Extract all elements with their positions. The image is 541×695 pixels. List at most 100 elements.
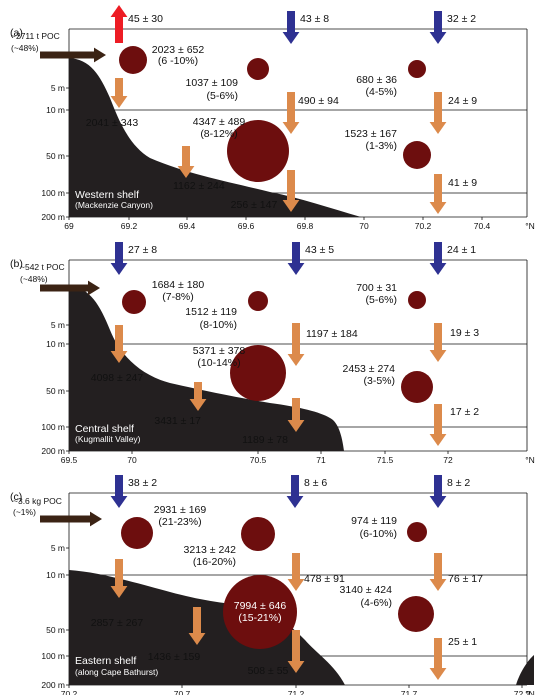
export-flux-arrow — [429, 638, 447, 680]
shelf-subtitle: (Mackenzie Canyon) — [75, 200, 153, 210]
latitude-tick-label: 70.2 — [61, 689, 78, 695]
depth-label: 5 m — [51, 320, 65, 330]
depth-label: 200 m — [41, 680, 65, 690]
export-flux-label: 3431 ± 17 — [154, 415, 201, 427]
panel-label: (b) — [10, 258, 23, 270]
latitude-tick-label: 70.7 — [174, 689, 191, 695]
latitude-tick-label: 71.2 — [288, 689, 305, 695]
stock-percent-label: (6 -10%) — [158, 55, 198, 67]
depth-label: 100 m — [41, 188, 65, 198]
poc-input-arrow — [40, 47, 106, 63]
poc-stock-circle — [403, 141, 431, 169]
export-flux-label: 25 ± 1 — [448, 636, 477, 648]
downward-flux-arrow — [287, 242, 305, 275]
surface-flux-label: 38 ± 2 — [128, 477, 157, 489]
latitude-tick-label: 69.8 — [297, 221, 314, 231]
export-flux-label: 490 ± 94 — [298, 95, 339, 107]
poc-input-arrow — [40, 511, 102, 527]
depth-label: 200 m — [41, 446, 65, 456]
shelf-subtitle: (along Cape Bathurst) — [75, 667, 158, 677]
panel-label: (a) — [10, 27, 23, 39]
depth-label: 50 m — [46, 625, 65, 635]
stock-value-label: 7994 ± 646 — [234, 600, 287, 612]
export-flux-arrow — [177, 146, 195, 178]
latitude-unit-label: °N — [525, 221, 535, 231]
stock-percent-label: (21-23%) — [158, 516, 201, 528]
latitude-tick-label: 70.4 — [474, 221, 491, 231]
depth-label: 200 m — [41, 212, 65, 222]
export-flux-label: 76 ± 17 — [448, 573, 483, 585]
poc-stock-circle — [230, 345, 286, 401]
latitude-tick-label: 69.6 — [238, 221, 255, 231]
downward-flux-arrow — [110, 475, 128, 508]
downward-flux-arrow — [110, 242, 128, 275]
poc-input-label: ~542 t POC — [20, 262, 65, 272]
export-flux-arrow — [110, 78, 128, 108]
stock-value-label: 4347 ± 489 — [193, 116, 246, 128]
stock-percent-label: (16-20%) — [193, 556, 236, 568]
surface-flux-label: 43 ± 8 — [300, 13, 329, 25]
upward-flux-arrow — [110, 5, 128, 43]
panel-c: 5 m 10 m 50 m 100 m 200 m70.2 70.7 71.2 71.7 72.… — [10, 475, 535, 695]
poc-input-percent: (~48%) — [11, 43, 39, 53]
latitude-tick-label: 71 — [316, 455, 326, 465]
poc-input-arrow — [40, 280, 100, 296]
export-flux-arrow — [110, 325, 128, 363]
poc-stock-circle — [408, 60, 426, 78]
export-flux-label: 508 ± 55 — [248, 665, 289, 677]
surface-flux-label: 43 ± 5 — [305, 244, 334, 256]
export-flux-label: 2857 ± 267 — [91, 617, 144, 629]
poc-input-percent: (~48%) — [20, 274, 48, 284]
stock-percent-label: (7-8%) — [162, 291, 194, 303]
poc-stock-circle — [398, 596, 434, 632]
poc-stock-circle — [407, 522, 427, 542]
poc-input-label: ~2711 t POC — [11, 31, 60, 41]
surface-flux-label: 8 ± 6 — [304, 477, 327, 489]
surface-flux-label: 24 ± 1 — [447, 244, 476, 256]
stock-percent-label: (3-5%) — [363, 375, 395, 387]
export-flux-label: 41 ± 9 — [448, 177, 477, 189]
export-flux-arrow — [429, 174, 447, 214]
downward-flux-arrow — [429, 11, 447, 44]
stock-percent-label: (4-6%) — [360, 597, 392, 609]
export-flux-label: 1436 ± 159 — [148, 651, 201, 663]
stock-value-label: 1523 ± 167 — [345, 128, 398, 140]
export-flux-label: 256 ± 147 — [231, 199, 278, 211]
depth-label: 5 m — [51, 83, 65, 93]
panel-a: 5 m 10 m 50 m 100 m 200 m69 69.2 69.4 69.6 69.8 7… — [10, 5, 535, 231]
export-flux-arrow — [282, 170, 300, 212]
depth-label: 5 m — [51, 543, 65, 553]
stock-percent-label: (5-6%) — [365, 294, 397, 306]
poc-stock-circle — [122, 290, 146, 314]
surface-flux-label: 8 ± 2 — [447, 477, 470, 489]
export-flux-label: 19 ± 3 — [450, 327, 479, 339]
depth-label: 50 m — [46, 151, 65, 161]
export-flux-arrow — [110, 559, 128, 598]
stock-percent-label: (6-10%) — [360, 528, 397, 540]
export-flux-arrow — [287, 398, 305, 432]
stock-value-label: 2023 ± 652 — [152, 44, 205, 56]
panel-b: 5 m 10 m 50 m 100 m 200 m69.5 70 70.5 71 71.5 72 °… — [10, 242, 535, 465]
stock-value-label: 700 ± 31 — [356, 282, 397, 294]
stock-percent-label: (5-6%) — [206, 90, 238, 102]
stock-value-label: 1512 ± 119 — [185, 306, 237, 318]
export-flux-label: 478 ± 91 — [304, 573, 345, 585]
latitude-tick-label: 70 — [127, 455, 137, 465]
latitude-tick-label: 70.2 — [415, 221, 432, 231]
latitude-tick-label: 72 — [443, 455, 453, 465]
seafloor-profile — [69, 58, 361, 217]
export-flux-arrow — [429, 404, 447, 446]
poc-stock-circle — [401, 371, 433, 403]
depth-label: 100 m — [41, 651, 65, 661]
depth-label: 10 m — [46, 105, 65, 115]
shelf-subtitle: (Kugmallit Valley) — [75, 434, 141, 444]
export-flux-arrow — [287, 323, 305, 366]
export-flux-arrow — [188, 607, 206, 645]
export-flux-label: 2041 ± 343 — [86, 117, 139, 129]
stock-percent-label: (8-12%) — [200, 128, 237, 140]
export-flux-label: 4098 ± 247 — [91, 372, 144, 384]
latitude-unit-label: °N — [525, 455, 535, 465]
downward-flux-arrow — [286, 475, 304, 508]
latitude-tick-label: 71.7 — [401, 689, 418, 695]
